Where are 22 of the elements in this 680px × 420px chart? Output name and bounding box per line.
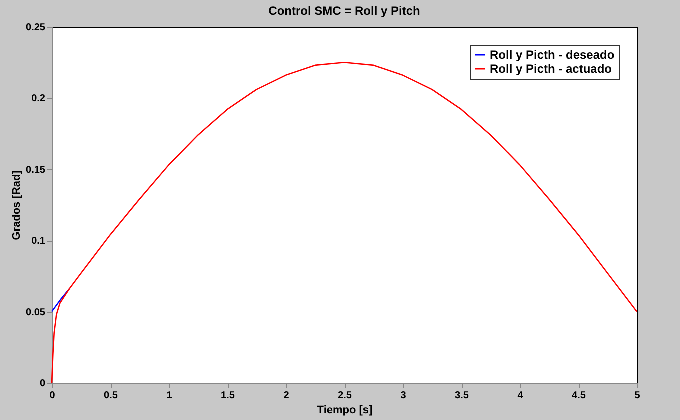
x-tick-label: 3: [400, 390, 407, 402]
legend-label: Roll y Picth - deseado: [490, 48, 615, 62]
x-tick-label: 5: [634, 390, 641, 402]
x-tick-label: 2: [284, 390, 290, 402]
x-tick-label: 0: [50, 390, 56, 402]
x-tick-label: 1.5: [221, 390, 236, 402]
y-tick-label: 0.2: [32, 94, 46, 105]
x-tick-label: 2.5: [338, 390, 352, 402]
y-axis-title: Grados [Rad]: [11, 170, 24, 240]
y-tick-label: 0.15: [26, 164, 46, 176]
chart-title: Control SMC = Roll y Pitch: [268, 4, 420, 18]
y-tick-label: 0.25: [26, 22, 46, 34]
x-tick-label: 1: [166, 390, 173, 402]
x-axis-title: Tiempo [s]: [317, 404, 374, 416]
x-tick-label: 4.5: [572, 390, 586, 402]
x-tick-label: 0.5: [104, 390, 118, 402]
x-tick-label: 4: [518, 390, 524, 402]
x-tick-label: 3.5: [455, 390, 470, 402]
legend-label: Roll y Picth - actuado: [490, 62, 612, 76]
y-tick-label: 0: [40, 378, 46, 390]
y-tick-label: 0.05: [26, 307, 46, 318]
y-tick-label: 0.1: [32, 236, 46, 248]
